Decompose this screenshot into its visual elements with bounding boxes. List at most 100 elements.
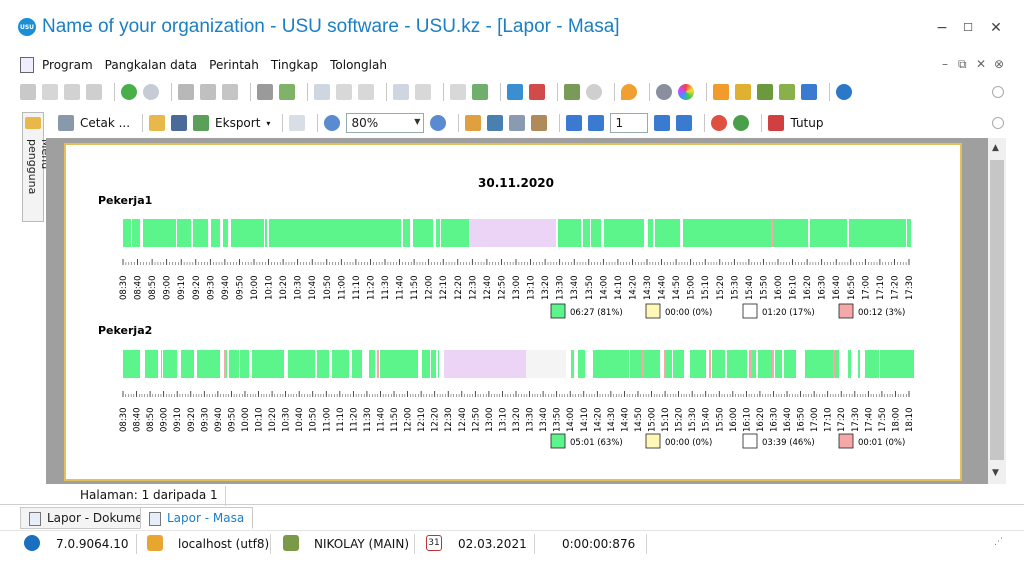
toolbar-separator (142, 114, 144, 132)
legend-value: 00:00 (0%) (665, 308, 712, 318)
image-icon[interactable] (279, 84, 295, 100)
collapse-icon[interactable] (336, 84, 352, 100)
vertical-scrollbar[interactable]: ▲ ▼ (988, 138, 1006, 484)
close-icon[interactable] (768, 115, 785, 131)
users-icon[interactable] (779, 84, 795, 100)
zoom-in-icon[interactable] (324, 115, 341, 131)
zoom-out-icon[interactable] (430, 115, 447, 131)
layout-icon[interactable] (487, 115, 504, 131)
report-toolbar-options-icon[interactable] (992, 117, 1004, 129)
mdi-close-button[interactable]: ✕ (976, 57, 987, 71)
user-icon[interactable] (757, 84, 773, 100)
page-number-input[interactable]: 1 (610, 113, 649, 133)
search-icon[interactable] (143, 84, 159, 100)
expand-icon[interactable] (358, 84, 374, 100)
axis-tick-label: 15:50 (759, 276, 769, 301)
lock-icon[interactable] (735, 84, 751, 100)
color-wheel-icon[interactable] (678, 84, 694, 100)
edit-icon[interactable] (64, 84, 80, 100)
tab-report-document[interactable]: Lapor - Dokumen (20, 507, 160, 529)
info-icon[interactable] (836, 84, 852, 100)
menu-commands[interactable]: Perintah (209, 58, 259, 72)
tab-report-time[interactable]: Lapor - Masa (140, 507, 254, 529)
scroll-down-icon[interactable]: ▼ (992, 468, 999, 478)
columns-icon[interactable] (314, 84, 330, 100)
filter-clear-icon[interactable] (200, 84, 216, 100)
activity-segment (757, 219, 769, 247)
rss-icon[interactable] (713, 84, 729, 100)
reload-icon[interactable] (733, 115, 750, 131)
absence-gap (800, 350, 802, 378)
flag-icon[interactable] (257, 84, 273, 100)
axis-tick-label: 14:50 (672, 276, 682, 301)
axis-tick-label: 14:10 (580, 408, 590, 433)
menu-program[interactable]: Program (42, 58, 93, 72)
filter-icon[interactable] (178, 84, 194, 100)
tree-icon[interactable] (465, 115, 482, 131)
delete-icon[interactable] (86, 84, 102, 100)
stop-icon[interactable] (711, 115, 728, 131)
export-button[interactable]: Eksport (215, 116, 261, 130)
activity-segment (832, 350, 833, 378)
axis-tick-label: 12:50 (497, 276, 507, 301)
activity-segment (819, 350, 832, 378)
prev-page-icon[interactable] (588, 115, 605, 131)
refresh-icon[interactable] (121, 84, 137, 100)
next-page-icon[interactable] (654, 115, 671, 131)
activity-segment (775, 350, 776, 378)
location-icon[interactable] (621, 84, 637, 100)
page-setup-icon[interactable] (289, 115, 306, 131)
minimize-button[interactable]: − (936, 20, 948, 36)
axis-tick-label: 13:10 (527, 276, 537, 301)
mdi-minimize-button[interactable]: – (942, 57, 948, 71)
last-page-icon[interactable] (676, 115, 693, 131)
close-window-button[interactable]: ✕ (990, 20, 1002, 36)
activity-segment (573, 219, 574, 247)
print-disabled-icon[interactable] (20, 84, 36, 100)
calendar-icon: 31 (426, 535, 442, 551)
excel-icon[interactable] (472, 84, 488, 100)
axis-tick-label: 11:30 (381, 276, 391, 301)
note-icon[interactable] (415, 84, 431, 100)
save-icon[interactable] (171, 115, 188, 131)
absence-gap (379, 350, 380, 378)
chevron-down-icon[interactable]: ▾ (266, 118, 271, 128)
legend-swatch (645, 303, 661, 319)
zoom-select[interactable]: 80% ▼ (346, 113, 425, 133)
absence-gap (575, 350, 577, 378)
close-window-icon[interactable] (529, 84, 545, 100)
find-icon[interactable] (509, 115, 526, 131)
close-report-button[interactable]: Tutup (790, 116, 824, 130)
menu-window[interactable]: Tingkap (270, 58, 319, 72)
axis-tick-label: 10:40 (295, 408, 305, 433)
export-icon[interactable] (193, 115, 210, 131)
filter-settings-icon[interactable] (222, 84, 238, 100)
absence-gap (808, 219, 810, 247)
print-button[interactable]: Cetak ... (80, 116, 131, 130)
template-icon[interactable] (450, 84, 466, 100)
open-icon[interactable] (149, 115, 166, 131)
scroll-up-icon[interactable]: ▲ (992, 143, 999, 153)
mdi-restore-button[interactable]: ⧉ (958, 57, 967, 71)
first-page-icon[interactable] (566, 115, 583, 131)
absence-gap (419, 350, 421, 378)
menu-help[interactable]: Tolonglah (330, 58, 387, 72)
user-menu-tab[interactable]: Menu pengguna (22, 112, 52, 222)
toolbar-options-icon[interactable] (992, 86, 1004, 98)
resize-grip-icon[interactable]: ⋰ (994, 537, 1003, 547)
forward-icon[interactable] (586, 84, 602, 100)
axis-tick-label: 09:00 (163, 276, 173, 301)
mdi-options-button[interactable]: ⊗ (994, 57, 1005, 71)
copy-icon[interactable] (42, 84, 58, 100)
scroll-thumb[interactable] (990, 160, 1004, 460)
gear-icon[interactable] (656, 84, 672, 100)
group-icon[interactable] (393, 84, 409, 100)
maximize-button[interactable]: ☐ (963, 21, 973, 34)
pen-icon[interactable] (801, 84, 817, 100)
print-icon[interactable] (58, 115, 74, 131)
design-icon[interactable] (531, 115, 548, 131)
exit-icon[interactable] (564, 84, 580, 100)
activity-segment (317, 350, 329, 378)
menu-database[interactable]: Pangkalan data (104, 58, 198, 72)
new-window-icon[interactable] (507, 84, 523, 100)
